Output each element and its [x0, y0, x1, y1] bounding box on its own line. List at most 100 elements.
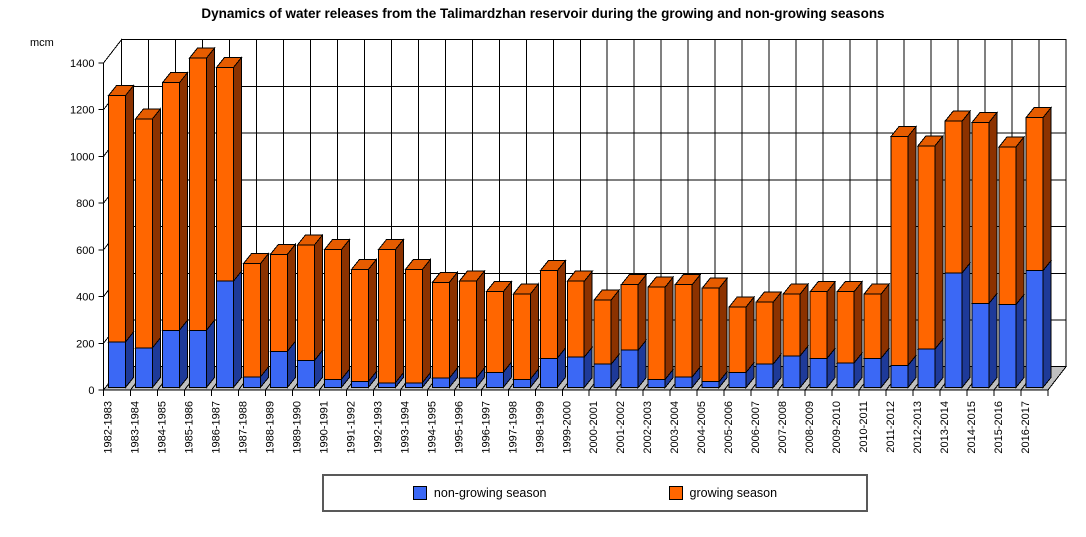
- x-tick-label: 1992-1993: [372, 401, 384, 454]
- x-tick-label: 2005-2006: [723, 401, 735, 454]
- bar-side-growing: [610, 288, 620, 366]
- bar-side-growing: [178, 71, 188, 332]
- bar-side-growing: [502, 280, 512, 374]
- bar-side-growing: [907, 124, 917, 367]
- bar-side-growing: [664, 275, 674, 381]
- bar-side-growing: [880, 282, 890, 360]
- y-tick-label: 600: [76, 245, 94, 257]
- bar-segment-growing: [485, 291, 504, 373]
- bar-side-growing: [691, 273, 701, 379]
- bar-segment-growing: [755, 301, 774, 365]
- y-tick-depth-line: [103, 39, 122, 64]
- bar-segment-non_growing: [863, 357, 882, 388]
- bar-segment-growing: [188, 57, 207, 331]
- bar-segment-non_growing: [188, 329, 207, 388]
- bar-segment-non_growing: [647, 378, 666, 389]
- legend-item-growing: growing season: [668, 486, 777, 500]
- bar-side-growing: [583, 269, 593, 359]
- bar-side-growing: [718, 276, 728, 384]
- bar-segment-growing: [836, 291, 855, 364]
- bar-side-non_growing: [232, 269, 242, 389]
- bar-side-non_growing: [178, 318, 188, 389]
- bar-segment-growing: [917, 145, 936, 350]
- x-tick-label: 1991-1992: [345, 401, 357, 454]
- chart-title: Dynamics of water releases from the Tali…: [201, 6, 885, 21]
- y-tick-label: 1400: [70, 58, 94, 70]
- bar-side-growing: [826, 280, 836, 360]
- legend-label-non-growing: non-growing season: [433, 486, 547, 500]
- bar-segment-non_growing: [944, 272, 963, 388]
- bar-segment-growing: [944, 120, 963, 274]
- bar-side-growing: [421, 258, 431, 385]
- bar-side-growing: [934, 134, 944, 351]
- bar-side-non_growing: [205, 318, 215, 389]
- bar-side-growing: [772, 290, 782, 366]
- bar-segment-non_growing: [404, 382, 423, 389]
- bar-side-growing: [259, 252, 269, 379]
- bar-side-growing: [637, 273, 647, 352]
- bar-segment-non_growing: [674, 376, 693, 389]
- legend-box: non-growing season growing season: [322, 474, 868, 512]
- bar-segment-non_growing: [620, 349, 639, 388]
- bar-segment-growing: [971, 121, 990, 304]
- bar-segment-growing: [377, 249, 396, 384]
- bar-side-growing: [556, 259, 566, 360]
- bar-segment-growing: [512, 293, 531, 380]
- x-tick-label: 1984-1985: [156, 401, 168, 454]
- x-tick-label: 2008-2009: [804, 401, 816, 454]
- x-tick-label: 2002-2003: [642, 401, 654, 454]
- x-tick-label: 2009-2010: [831, 401, 843, 454]
- bar-segment-growing: [350, 269, 369, 383]
- bar-side-non_growing: [1042, 259, 1052, 389]
- y-tick-label: 0: [88, 385, 94, 397]
- bar-segment-growing: [728, 306, 747, 373]
- x-tick-label: 2012-2013: [912, 401, 924, 454]
- bar-side-growing: [205, 46, 215, 332]
- y-tick-label: 1200: [70, 105, 94, 117]
- bar-segment-non_growing: [539, 357, 558, 388]
- bar-segment-non_growing: [755, 363, 774, 388]
- bar-segment-growing: [647, 286, 666, 380]
- x-tick-label: 1999-2000: [561, 401, 573, 454]
- bar-side-growing: [313, 233, 323, 363]
- y-axis-unit-label: mcm: [30, 37, 54, 49]
- bar-side-growing: [448, 270, 458, 380]
- bar-segment-non_growing: [728, 371, 747, 389]
- non-growing-swatch-icon: [412, 486, 427, 500]
- bar-segment-non_growing: [134, 347, 153, 388]
- bar-segment-growing: [593, 299, 612, 365]
- bar-segment-non_growing: [782, 355, 801, 389]
- bar-segment-growing: [539, 270, 558, 359]
- bar-segment-growing: [242, 263, 261, 378]
- bar-segment-growing: [566, 280, 585, 358]
- bar-segment-growing: [809, 291, 828, 359]
- bar-side-growing: [340, 238, 350, 381]
- x-tick-label: 2010-2011: [858, 401, 870, 453]
- x-tick-label: 1996-1997: [480, 401, 492, 454]
- bar-segment-non_growing: [377, 382, 396, 389]
- bar-segment-growing: [296, 244, 315, 362]
- bar-side-growing: [799, 282, 809, 358]
- bar-side-growing: [394, 238, 404, 385]
- bar-segment-non_growing: [890, 364, 909, 388]
- bar-segment-non_growing: [998, 304, 1017, 389]
- x-tick-label: 1985-1986: [183, 401, 195, 454]
- bar-side-growing: [1015, 135, 1025, 307]
- bar-segment-growing: [458, 280, 477, 379]
- y-tick-label: 800: [76, 198, 94, 210]
- bar-segment-non_growing: [242, 376, 261, 389]
- bar-side-growing: [124, 84, 134, 344]
- bar-side-growing: [529, 282, 539, 381]
- x-tick-label: 1988-1989: [264, 401, 276, 454]
- floor-hatch: [1047, 366, 1067, 391]
- x-tick-label: 2014-2015: [966, 401, 978, 454]
- bar-side-non_growing: [1015, 293, 1025, 389]
- x-tick-label: 2007-2008: [777, 401, 789, 454]
- bar-segment-non_growing: [917, 348, 936, 389]
- bar-segment-growing: [890, 135, 909, 366]
- bar-segment-growing: [620, 284, 639, 351]
- x-tick-label: 1994-1995: [426, 401, 438, 454]
- bar-side-growing: [151, 107, 161, 350]
- bar-segment-non_growing: [269, 350, 288, 388]
- legend-item-non-growing: non-growing season: [412, 486, 547, 500]
